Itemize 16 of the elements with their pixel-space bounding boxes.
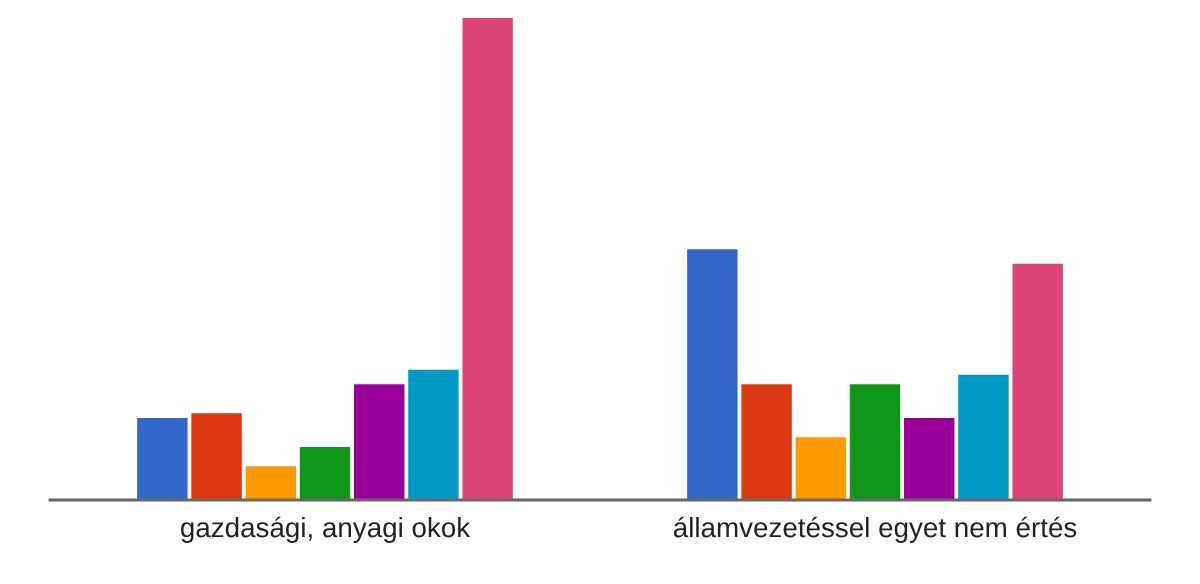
bar [958, 374, 1009, 500]
x-tick-label: gazdasági, anyagi okok [181, 516, 471, 543]
bar [299, 446, 351, 500]
bar [741, 384, 792, 500]
bar [408, 369, 459, 500]
bar [354, 384, 405, 500]
bar [245, 466, 296, 500]
x-tick-label: államvezetéssel egyet nem értés [673, 516, 1077, 543]
bar [904, 418, 955, 500]
bar [191, 413, 242, 500]
bar [137, 418, 188, 500]
bar [1012, 263, 1063, 500]
bar [687, 249, 738, 500]
bar [795, 437, 846, 500]
bar [849, 384, 901, 500]
bar [462, 18, 513, 500]
